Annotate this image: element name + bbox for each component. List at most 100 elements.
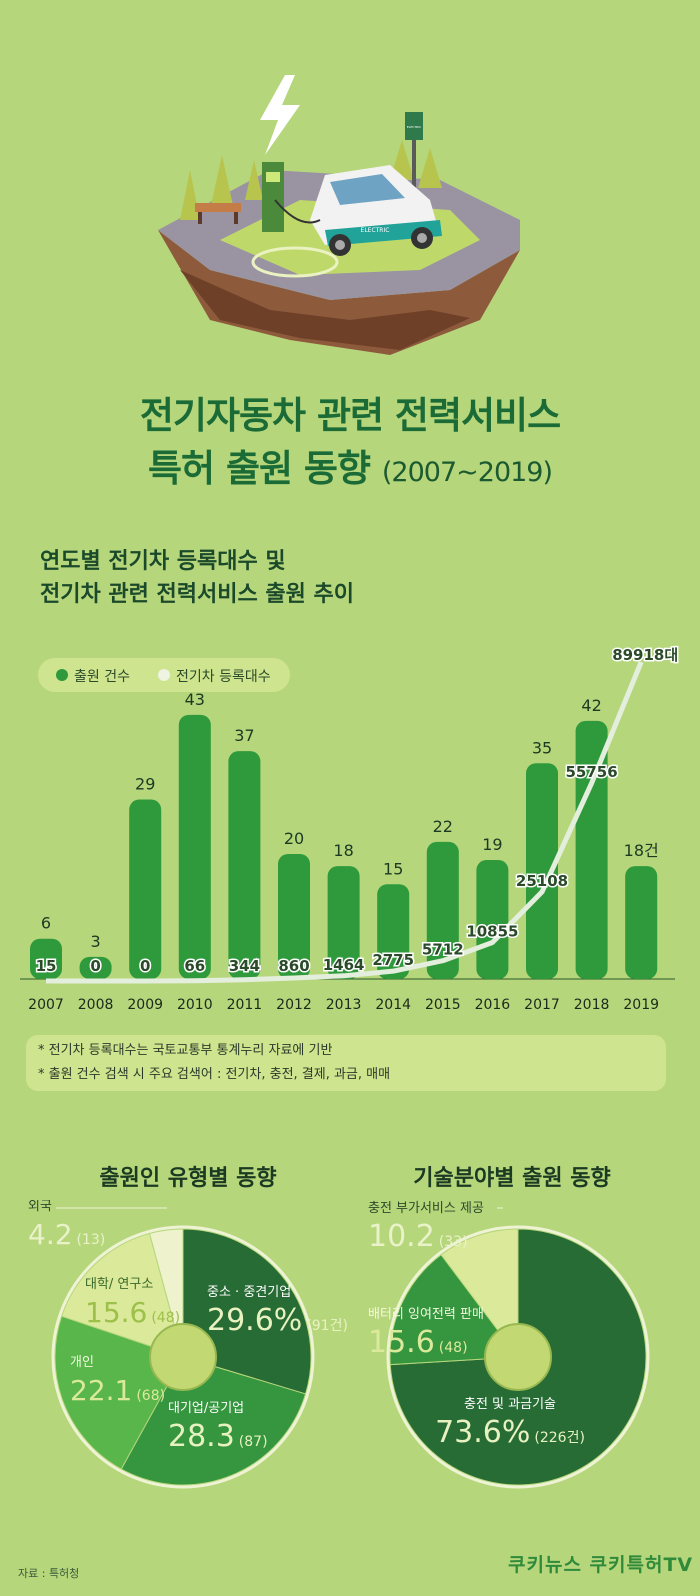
pie1-label-name-3: 대학/ 연구소 <box>85 1277 153 1292</box>
car-label: ELECTRIC <box>361 227 390 234</box>
bar-label-2019: 18건 <box>624 841 659 860</box>
x-tick-2013: 2013 <box>326 997 362 1013</box>
x-tick-2015: 2015 <box>425 997 461 1013</box>
bar-2018 <box>575 720 608 979</box>
x-tick-2009: 2009 <box>127 997 163 1013</box>
bar-2017 <box>526 763 558 979</box>
line-label-2007: 15 <box>36 957 57 975</box>
line-label-2012: 860 <box>278 957 309 975</box>
pie2-label-value-0: 73.6% (226건) <box>435 1415 585 1450</box>
sign-text: ELECTRIC <box>407 125 421 129</box>
pie2-rim <box>386 1225 650 1489</box>
line-label-2009: 0 <box>140 957 150 975</box>
pie1-rim <box>51 1225 315 1489</box>
main-title-line2: 특허 출원 동향 (2007~2019) <box>0 438 700 492</box>
bar-label-2009: 29 <box>135 775 155 794</box>
pie2-label-name-1: 배터리 잉여전력 판매 <box>368 1307 484 1322</box>
chart-subtitle: 연도별 전기차 등록대수 및 전기차 관련 전력서비스 출원 추이 <box>40 545 354 611</box>
line-label-2019: 89918대 <box>612 646 678 664</box>
pie1-label-value-4: 4.2 (13) <box>28 1218 105 1251</box>
line-label-2017: 25108 <box>516 872 568 890</box>
pie2-center <box>484 1323 552 1391</box>
line-label-2008: 0 <box>90 957 100 975</box>
bar-label-2011: 37 <box>234 726 254 745</box>
pie1-title: 출원인 유형별 동향 <box>99 1166 277 1191</box>
pie2-label-value-1: 15.6 (48) <box>368 1325 468 1360</box>
pie2-label-name-0: 충전 및 과금기술 <box>464 1397 556 1412</box>
bar-2009 <box>129 799 162 979</box>
line-label-2014: 2775 <box>372 951 414 969</box>
pie1-slice-1 <box>120 1356 307 1486</box>
x-tick-2010: 2010 <box>177 997 213 1013</box>
subtitle-line2: 전기차 관련 전력서비스 출원 추이 <box>40 582 354 607</box>
x-tick-2008: 2008 <box>78 997 114 1013</box>
pie2-label-2: 충전 부가서비스 제공 10.2 (33) <box>368 1201 484 1254</box>
pie2-title: 기술분야별 출원 동향 <box>413 1166 611 1191</box>
pie2-label-name-2: 충전 부가서비스 제공 <box>368 1201 484 1216</box>
bar-label-2007: 6 <box>41 914 51 933</box>
legend-label-line: 전기차 등록대수 <box>176 669 271 685</box>
bar-label-2017: 35 <box>532 738 552 757</box>
pie2-label-value-2: 10.2 (33) <box>368 1219 468 1254</box>
line-label-2018: 55756 <box>566 763 618 781</box>
bar-2012 <box>278 854 310 979</box>
x-tick-2018: 2018 <box>574 997 610 1013</box>
line-label-2013: 1464 <box>323 956 365 974</box>
x-tick-2012: 2012 <box>276 997 312 1013</box>
pie1-label-1: 대기업/공기업 28.3 (87) <box>168 1401 268 1454</box>
bar-label-2012: 20 <box>284 829 304 848</box>
legend-dot-bar <box>56 669 68 681</box>
title-period: (2007~2019) <box>381 457 553 488</box>
line-label-2011: 344 <box>229 957 260 975</box>
line-label-2010: 66 <box>184 957 205 975</box>
bar-label-2013: 18 <box>333 841 353 860</box>
main-title: 전기자동차 관련 전력서비스 <box>139 394 561 437</box>
source-text: 자료 : 특허청 <box>18 1567 80 1580</box>
x-tick-2011: 2011 <box>227 997 263 1013</box>
note-1: * 전기차 등록대수는 국토교통부 통계누리 자료에 기반 <box>38 1043 333 1058</box>
bar-2007 <box>30 938 62 979</box>
bar-label-2010: 43 <box>185 690 205 709</box>
line-label-2016: 10855 <box>466 922 518 940</box>
line-label-2015: 5712 <box>422 941 464 959</box>
bar-label-2015: 22 <box>433 817 453 836</box>
pie2-slice-2 <box>440 1228 519 1359</box>
pie1-label-2: 개인 22.1 (68) <box>70 1355 165 1407</box>
x-tick-2014: 2014 <box>375 997 411 1013</box>
bar-2010 <box>178 714 211 979</box>
legend-dot-line <box>158 669 170 681</box>
brand-logo-text: 쿠키뉴스 쿠키특허TV <box>508 1554 694 1576</box>
bar-2011 <box>228 751 261 979</box>
pie2-label-0: 충전 및 과금기술 73.6% (226건) <box>435 1397 585 1450</box>
pie1-label-name-4: 외국 <box>28 1200 52 1214</box>
pie1-label-value-0: 29.6% (91건) <box>207 1303 348 1338</box>
bar-2014 <box>377 884 410 979</box>
pie1-center <box>149 1323 217 1391</box>
chart-legend: 출원 건수 전기차 등록대수 <box>38 658 290 692</box>
note-2: * 출원 건수 검색 시 주요 검색어 : 전기차, 충전, 결제, 과금, 매… <box>38 1067 391 1082</box>
pie1-label-3: 대학/ 연구소 15.6 (48) <box>85 1277 180 1329</box>
pie2-slice-1 <box>389 1253 519 1366</box>
x-tick-2007: 2007 <box>28 997 64 1013</box>
title-line2-text: 특허 출원 동향 <box>147 447 371 490</box>
bar-2019 <box>625 866 658 979</box>
legend-label-bar: 출원 건수 <box>74 669 130 685</box>
pie1-label-0: 중소 · 중견기업 29.6% (91건) <box>207 1285 348 1338</box>
bar-label-2014: 15 <box>383 859 403 878</box>
subtitle-line1: 연도별 전기차 등록대수 및 <box>40 549 286 574</box>
pie1-label-name-1: 대기업/공기업 <box>168 1401 244 1416</box>
ev-charging-illustration: ELECTRIC ELECTRIC <box>158 75 520 355</box>
bar-2013 <box>327 866 360 979</box>
x-tick-2017: 2017 <box>524 997 560 1013</box>
pie1-label-4: 외국 4.2 (13) <box>28 1200 105 1251</box>
bar-line-chart: 6 2007 3 2008 29 2009 43 2010 37 2011 20 2012 18 2013… <box>20 645 680 1013</box>
bar-2016 <box>476 860 509 979</box>
x-tick-2016: 2016 <box>475 997 511 1013</box>
registration-line <box>45 661 644 984</box>
bar-label-2008: 3 <box>91 932 101 951</box>
bar-label-2016: 19 <box>482 835 502 854</box>
pie2-label-1: 배터리 잉여전력 판매 15.6 (48) <box>368 1307 484 1360</box>
pie1-label-name-0: 중소 · 중견기업 <box>207 1285 291 1300</box>
bar-label-2018: 42 <box>581 696 601 715</box>
bar-2015 <box>426 841 459 979</box>
